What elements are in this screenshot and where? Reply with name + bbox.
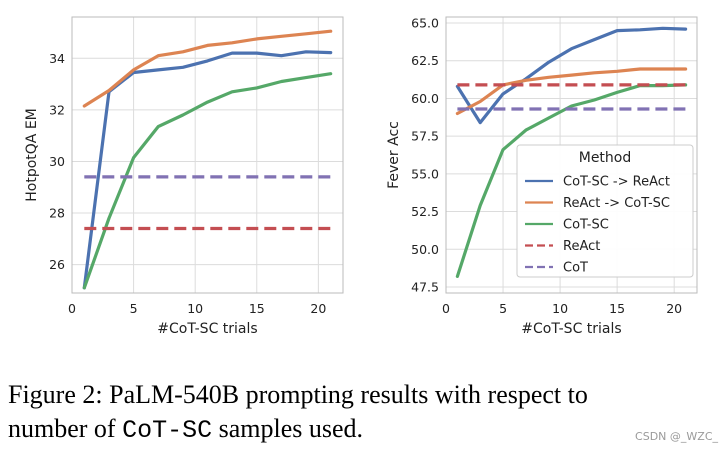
series-line-cot-sc [82, 72, 333, 290]
hotpotqa-chart: 0 5 10 15 20 26 28 30 32 34 #CoT-SC trials HotpotQA… [24, 16, 344, 337]
x-tick-label: 15 [249, 301, 265, 316]
y-tick-label: 50.0 [411, 242, 439, 257]
legend-label-cot-sc: CoT-SC [563, 218, 609, 233]
x-tick-label: 10 [552, 301, 568, 316]
x-tick-label: 15 [609, 301, 625, 316]
x-tick-label: 5 [499, 301, 507, 316]
legend-label-cot-sc-react: CoT-SC -> ReAct [563, 175, 670, 190]
series-line-cot-sc-react [82, 50, 333, 290]
y-tick-label: 55.0 [411, 166, 439, 181]
y-axis-label: Fever Acc [386, 121, 402, 189]
y-tick-label: 28 [49, 206, 65, 221]
legend-title: Method [579, 150, 632, 166]
legend-label-cot: CoT [563, 261, 588, 276]
caption-code: CoT-SC [122, 416, 213, 445]
y-tick-label: 26 [49, 257, 65, 272]
x-tick-label: 10 [187, 301, 203, 316]
figure-caption: Figure 2: PaLM-540B prompting results wi… [8, 378, 724, 448]
series-line-cot-sc-react [455, 26, 688, 125]
x-tick-label: 5 [130, 301, 138, 316]
legend-label-react-cot-sc: ReAct -> CoT-SC [563, 196, 670, 211]
series-line-react-cot-sc [82, 29, 333, 108]
y-tick-label: 65.0 [411, 16, 439, 31]
y-tick-label: 57.5 [411, 129, 439, 144]
watermark-text: CSDN @_WZC_ [635, 430, 718, 443]
y-tick-label: 47.5 [411, 279, 439, 294]
y-tick-label: 52.5 [411, 204, 439, 219]
caption-line-1: Figure 2: PaLM-540B prompting results wi… [8, 380, 588, 409]
y-tick-label: 30 [49, 154, 65, 169]
caption-text-before: number of [8, 414, 123, 443]
fever-chart: 0 5 10 15 20 47.5 50.0 52.5 55.0 57.5 60.0 62.5 65.0… [386, 16, 698, 337]
y-axis-label: HotpotQA EM [24, 108, 40, 202]
legend-label-react: ReAct [563, 239, 600, 254]
y-tick-label: 60.0 [411, 91, 439, 106]
legend-box [516, 144, 694, 278]
x-axis-label: #CoT-SC trials [157, 321, 257, 337]
caption-line-2: number of CoT-SC samples used. [8, 412, 724, 448]
y-tick-label: 62.5 [411, 53, 439, 68]
x-tick-label: 0 [442, 301, 450, 316]
legend: Method CoT-SC -> ReAct ReAct -> CoT-SC CoT-… [516, 144, 694, 278]
caption-text-after: samples used. [212, 414, 364, 443]
series-line-react-cot-sc [455, 67, 688, 116]
x-axis-label: #CoT-SC trials [521, 321, 621, 337]
plot-frame [71, 16, 344, 294]
figure-panels: 0 5 10 15 20 26 28 30 32 34 #CoT-SC trials HotpotQA… [24, 16, 698, 337]
x-tick-label: 20 [310, 301, 326, 316]
plot-frame [445, 16, 698, 294]
x-tick-label: 0 [68, 301, 76, 316]
x-tick-label: 20 [666, 301, 682, 316]
y-tick-label: 34 [49, 51, 65, 66]
y-tick-label: 32 [49, 102, 65, 117]
